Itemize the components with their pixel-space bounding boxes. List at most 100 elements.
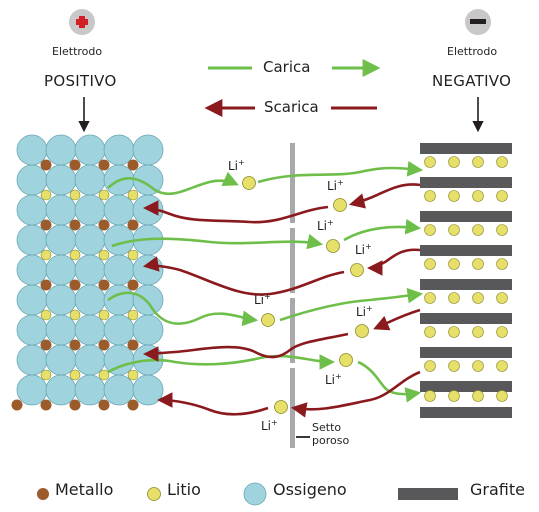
legend-metal-label: Metallo [55, 480, 114, 499]
lithium-atom [496, 326, 508, 338]
li-ion [242, 176, 256, 190]
lithium-atom [69, 249, 81, 261]
oxygen-atom [74, 314, 106, 346]
lithium-atom [472, 258, 484, 270]
oxygen-atom [74, 164, 106, 196]
metal-atom [40, 219, 52, 231]
lithium-atom [69, 369, 81, 381]
lithium-atom [448, 190, 460, 202]
charge-path [111, 233, 324, 250]
lithium-atom [40, 189, 52, 201]
graphite-layer [420, 279, 512, 290]
graphite-layer [420, 407, 512, 418]
lithium-atom [40, 369, 52, 381]
lithium-atom [448, 224, 460, 236]
oxygen-atom [74, 254, 106, 286]
discharge-path [142, 256, 345, 296]
metal-atom [127, 219, 139, 231]
li-ion [339, 353, 353, 367]
oxygen-atom [103, 314, 135, 346]
discharge-label: Scarica [264, 98, 319, 116]
oxygen-atom [74, 284, 106, 316]
lithium-atom [424, 258, 436, 270]
metal-atom [40, 279, 52, 291]
lithium-atom [40, 309, 52, 321]
metal-atom [69, 219, 81, 231]
graphite-layer [420, 143, 512, 154]
oxygen-atom [103, 374, 135, 406]
metal-atom [98, 399, 110, 411]
li-ion-label: Li+ [327, 178, 344, 193]
oxygen-atom [132, 254, 164, 286]
oxygen-atom [132, 374, 164, 406]
oxygen-atom [16, 164, 48, 196]
li-ion [326, 239, 340, 253]
lithium-atom [424, 156, 436, 168]
charge-path [257, 160, 424, 184]
lithium-atom [472, 360, 484, 372]
lithium-atom [496, 190, 508, 202]
oxygen-atom [132, 134, 164, 166]
lithium-atom [424, 326, 436, 338]
charge-path [279, 287, 424, 322]
lithium-atom [472, 292, 484, 304]
oxygen-atom [74, 224, 106, 256]
li-ion-label: Li+ [254, 292, 271, 307]
oxygen-atom [16, 194, 48, 226]
discharge-path [290, 370, 421, 418]
discharge-paths [142, 183, 421, 418]
lithium-atom [496, 390, 508, 402]
lithium-atom [69, 189, 81, 201]
oxygen-atom [16, 284, 48, 316]
li-ion [261, 313, 275, 327]
discharge-path [366, 248, 421, 276]
metal-atom [69, 159, 81, 171]
metal-atom [98, 219, 110, 231]
free-lithium-ions [242, 176, 369, 414]
negative-electrode-title: NEGATIVO [432, 72, 512, 90]
metal-atom [127, 339, 139, 351]
oxygen-atom [16, 224, 48, 256]
li-ion-label: Li+ [325, 372, 342, 387]
legend-graphite-label: Grafite [470, 480, 525, 499]
li-ion [333, 198, 347, 212]
lithium-atom [98, 309, 110, 321]
metal-atom [69, 399, 81, 411]
metal-atom [11, 399, 23, 411]
oxygen-atom [16, 314, 48, 346]
lithium-atom [496, 224, 508, 236]
metal-atom [98, 279, 110, 291]
metal-atom [127, 159, 139, 171]
metal-sites [11, 159, 139, 411]
lithium-atom [496, 156, 508, 168]
lithium-atom [448, 292, 460, 304]
lithium-positive-sites [40, 189, 139, 381]
legend-oxygen-icon [243, 482, 267, 506]
charge-label: Carica [263, 58, 311, 76]
lithium-atom [496, 258, 508, 270]
charge-path [107, 291, 259, 327]
oxygen-atom [16, 254, 48, 286]
oxygen-atom [45, 284, 77, 316]
positive-electrode-label: Elettrodo [52, 45, 103, 58]
oxygen-atom [45, 314, 77, 346]
oxygen-atom [132, 284, 164, 316]
lithium-atom [127, 309, 139, 321]
lithium-atom [69, 309, 81, 321]
discharge-path [373, 308, 421, 331]
oxygen-atom [74, 344, 106, 376]
li-ion-label: Li+ [261, 418, 278, 433]
oxygen-atom [103, 134, 135, 166]
legend-oxygen-label: Ossigeno [273, 480, 347, 499]
graphite-layer [420, 381, 512, 392]
lithium-atom [448, 360, 460, 372]
charge-path [357, 360, 422, 403]
oxygen-atom [132, 314, 164, 346]
negative-electrode-label: Elettrodo [447, 45, 498, 58]
li-ion [350, 263, 364, 277]
oxygen-atom [45, 344, 77, 376]
oxygen-atom [74, 374, 106, 406]
charge-path [107, 171, 239, 196]
lithium-atom [424, 360, 436, 372]
